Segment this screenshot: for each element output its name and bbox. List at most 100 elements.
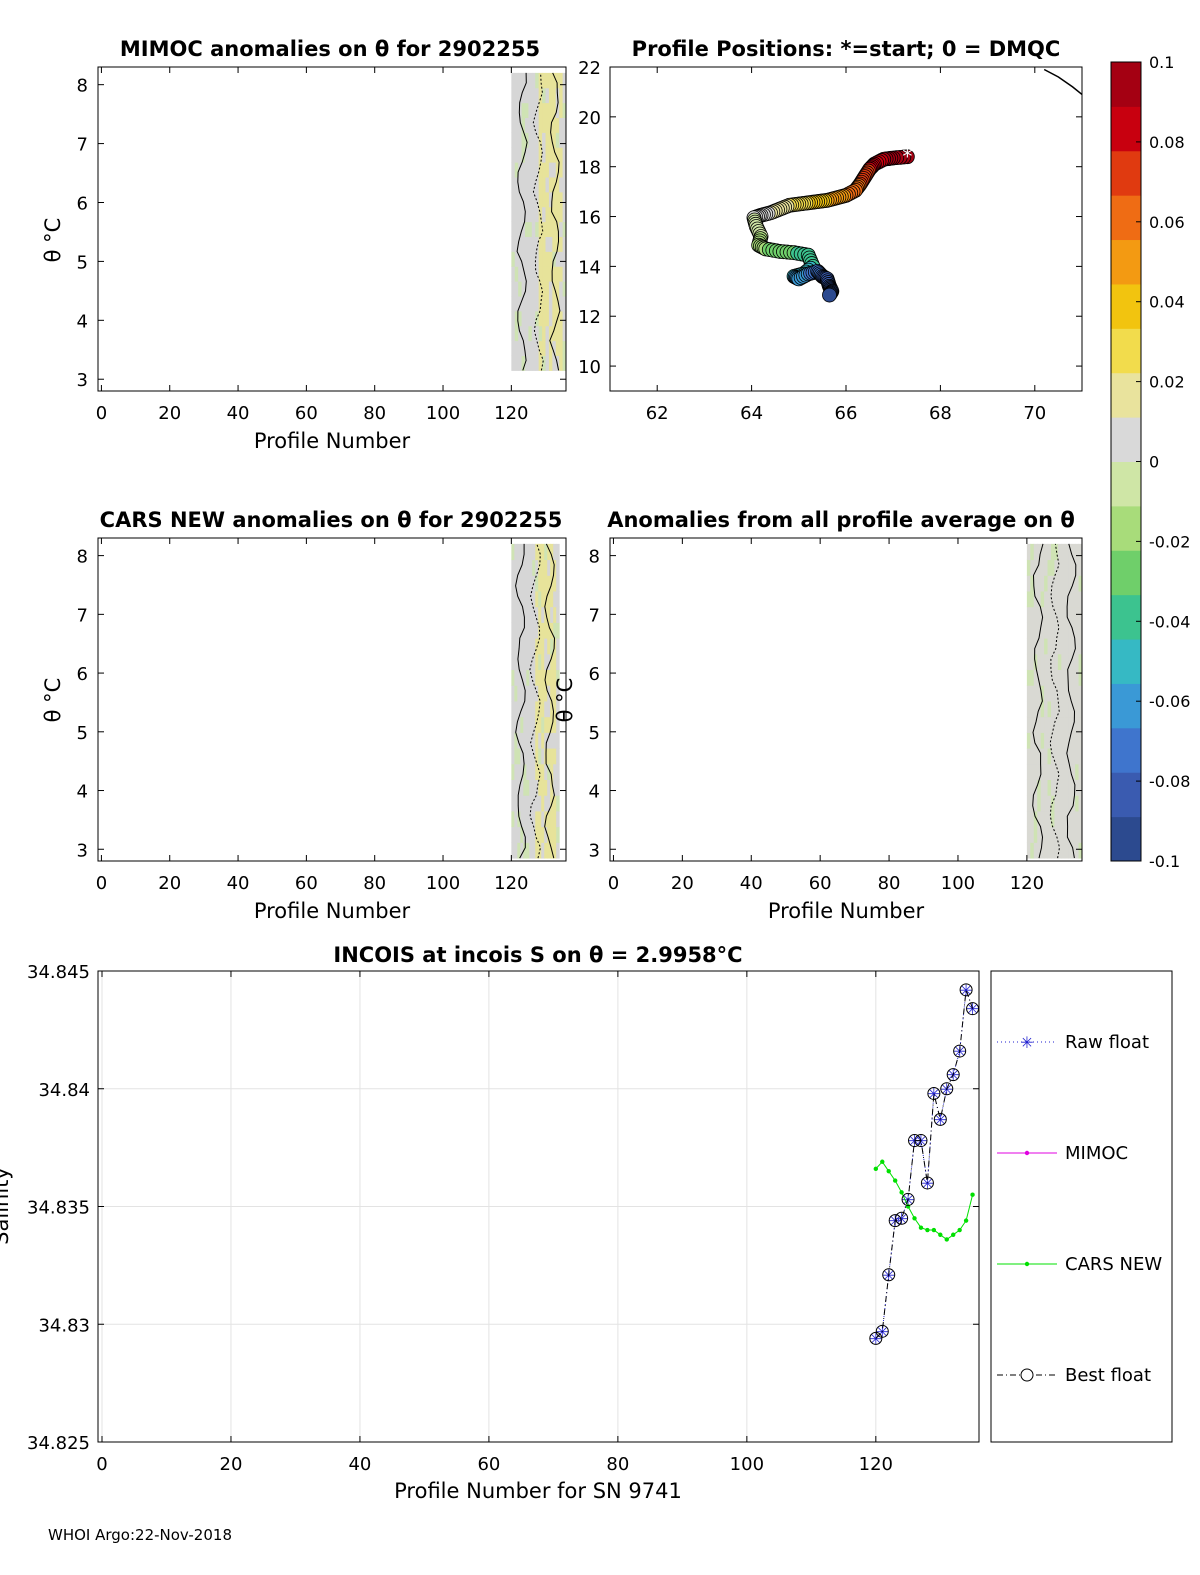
heat-cell [511, 162, 516, 178]
heat-cell [1061, 685, 1066, 702]
heat-cell [542, 177, 547, 193]
heat-cell [1030, 638, 1035, 655]
heat-cell [1044, 543, 1049, 561]
heat-cell [1040, 795, 1045, 812]
heat-cell [511, 543, 515, 561]
heat-cell [548, 191, 553, 208]
y-tick-label: 34.835 [27, 1198, 90, 1219]
heat-cell [548, 147, 553, 163]
heat-cell [1037, 559, 1042, 576]
heat-cell [1037, 716, 1042, 733]
heat-cell [1040, 700, 1045, 718]
x-tick-label: 80 [606, 1454, 629, 1475]
heat-cell [514, 72, 519, 89]
heat-cell [514, 162, 519, 178]
contour-line [1066, 543, 1077, 859]
heat-cell [538, 162, 543, 178]
heat-cell [1061, 638, 1066, 655]
heat-cell [1075, 810, 1080, 828]
heat-cell [541, 795, 545, 812]
heat-cell [531, 102, 536, 119]
heat-cell [1033, 606, 1038, 623]
heat-cell [1078, 638, 1082, 655]
heat-cell [552, 221, 557, 238]
y-tick-label: 8 [77, 547, 88, 568]
colorbar-segment [1111, 683, 1141, 729]
x-tick-label: 66 [835, 403, 858, 424]
heat-cell [547, 810, 551, 828]
heat-cell [550, 779, 554, 796]
heat-cell [1057, 700, 1062, 718]
heat-cell [1050, 606, 1055, 623]
heat-cell [538, 591, 542, 608]
heat-cell [1040, 653, 1045, 671]
salinity-lines: ✳✳✳✳✳✳✳✳✳✳✳✳✳✳✳✳ [869, 981, 979, 1348]
x-tick-label: 80 [878, 873, 901, 894]
y-tick-label: 6 [77, 664, 88, 685]
heat-cell [1026, 669, 1031, 686]
heat-cell [521, 132, 526, 148]
heat-cell [514, 559, 518, 576]
heat-cell [532, 669, 536, 686]
allavg-ylabel: θ °C [553, 678, 577, 723]
x-tick-label: 40 [740, 873, 763, 894]
heat-cell [511, 669, 515, 686]
heat-cell [545, 102, 550, 119]
heat-cell [545, 162, 550, 178]
heat-cell [523, 826, 527, 843]
heat-cell [1030, 591, 1035, 608]
heat-cell [526, 732, 530, 749]
heat-cell [521, 72, 526, 89]
cars-xlabel: Profile Number [254, 899, 411, 923]
heat-cell [1033, 716, 1038, 733]
heat-cell [1030, 685, 1035, 702]
heat-cell [538, 716, 542, 733]
heat-cell [523, 716, 527, 733]
heat-cell [545, 251, 550, 267]
heat-cell [1075, 591, 1080, 608]
heat-cell [1026, 795, 1031, 812]
heat-cell [526, 543, 530, 561]
heat-cell [511, 310, 516, 327]
mimoc-field [511, 72, 566, 371]
heat-cell [544, 638, 548, 655]
y-tick-label: 6 [589, 664, 600, 685]
heat-cell [1030, 795, 1035, 812]
heat-cell [556, 795, 560, 812]
heat-cell [1026, 700, 1031, 718]
heat-cell [526, 700, 530, 718]
heat-cell [556, 732, 560, 749]
heat-cell [535, 653, 539, 671]
heat-cell [526, 591, 530, 608]
heat-cell [526, 842, 530, 859]
heat-cell [1057, 685, 1062, 702]
heat-cell [559, 191, 564, 208]
heat-cell [523, 622, 527, 639]
heat-cell [544, 685, 548, 702]
heat-cell [556, 543, 560, 561]
heat-cell [1061, 591, 1066, 608]
heat-cell [1078, 591, 1082, 608]
heat-cell [529, 638, 533, 655]
heat-cell [1044, 748, 1049, 765]
heat-cell [514, 340, 519, 357]
heat-cell [542, 355, 547, 371]
heat-cell [1044, 716, 1049, 733]
heat-cell [526, 748, 530, 765]
y-tick-label: 8 [77, 76, 88, 97]
heat-cell [1054, 638, 1059, 655]
heat-cell [1071, 591, 1076, 608]
x-tick-label: 100 [426, 403, 460, 424]
heat-cell [1078, 622, 1082, 639]
heat-cell [1026, 826, 1031, 843]
heat-cell [559, 340, 564, 357]
heat-cell [514, 685, 518, 702]
heat-cell [511, 206, 516, 223]
heat-cell [1054, 748, 1059, 765]
heat-cell [517, 716, 521, 733]
heat-cell [521, 147, 526, 163]
heat-cell [523, 779, 527, 796]
data-point [920, 1176, 934, 1190]
heat-cell [523, 606, 527, 623]
allavg-axes-box [609, 537, 1083, 862]
